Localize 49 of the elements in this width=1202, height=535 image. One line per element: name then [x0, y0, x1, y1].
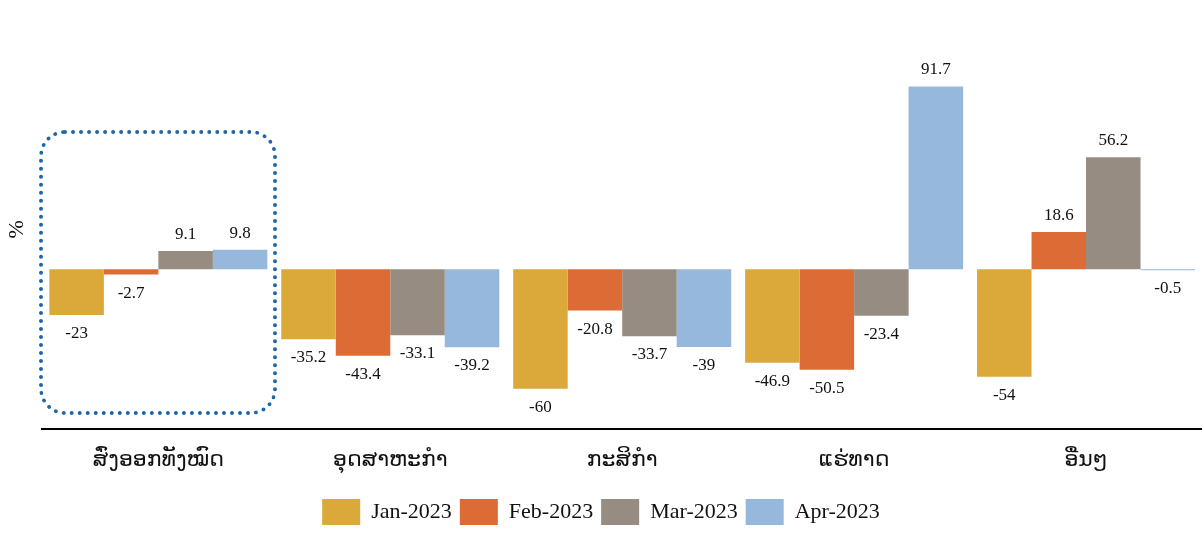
- bar: [908, 86, 964, 270]
- bar: [103, 269, 159, 275]
- x-tick-label: ອຸດສາຫະກຳ: [333, 445, 448, 474]
- data-label: -39: [692, 354, 716, 374]
- bar: [745, 269, 800, 363]
- bar: [49, 269, 104, 315]
- data-label: -35.2: [290, 347, 327, 367]
- x-tick-label: ແຮ່ທາດ: [818, 445, 890, 471]
- bar: [390, 269, 445, 336]
- bar: [335, 269, 391, 356]
- legend-label: Jan-2023: [371, 497, 452, 523]
- data-label: 9.8: [229, 222, 251, 242]
- data-label: -43.4: [345, 363, 382, 383]
- data-label: -23: [65, 322, 88, 342]
- bar: [676, 269, 732, 347]
- data-label: -54: [992, 384, 1017, 404]
- legend-label: Mar-2023: [650, 497, 738, 523]
- data-label: -2.7: [117, 282, 146, 302]
- bar: [977, 269, 1032, 377]
- legend-label: Feb-2023: [508, 497, 594, 523]
- data-label: -33.1: [399, 343, 436, 363]
- bar: [1086, 157, 1141, 270]
- data-label: -23.4: [863, 323, 900, 343]
- bar: [158, 251, 213, 270]
- data-label: -20.8: [577, 318, 613, 338]
- x-tick-label: ອື່ນໆ: [1064, 445, 1108, 471]
- data-label: 9.1: [174, 223, 197, 243]
- bar: [567, 269, 623, 311]
- bar: [854, 269, 909, 316]
- data-label: -46.9: [754, 370, 791, 390]
- data-label: -39.2: [454, 355, 490, 375]
- data-label: 91.7: [921, 59, 952, 79]
- bar: [799, 269, 855, 370]
- bar: [513, 269, 568, 389]
- bar: [281, 269, 336, 340]
- bar: [212, 249, 268, 270]
- bar: [444, 269, 500, 348]
- data-label: -60: [529, 396, 552, 416]
- legend-label: Apr-2023: [794, 497, 880, 523]
- x-tick-label: ສົ່ງອອກທັງໝົດ: [92, 445, 224, 471]
- bar: [1031, 232, 1087, 270]
- data-label: 18.6: [1043, 205, 1074, 225]
- y-axis-title: %: [2, 220, 28, 239]
- x-tick-label: ກະສິກຳ: [586, 444, 658, 471]
- data-label: -50.5: [809, 377, 845, 397]
- data-label: 56.2: [1098, 130, 1129, 150]
- data-label: -0.5: [1154, 278, 1182, 298]
- bar: [622, 269, 677, 337]
- data-label: -33.7: [631, 344, 668, 364]
